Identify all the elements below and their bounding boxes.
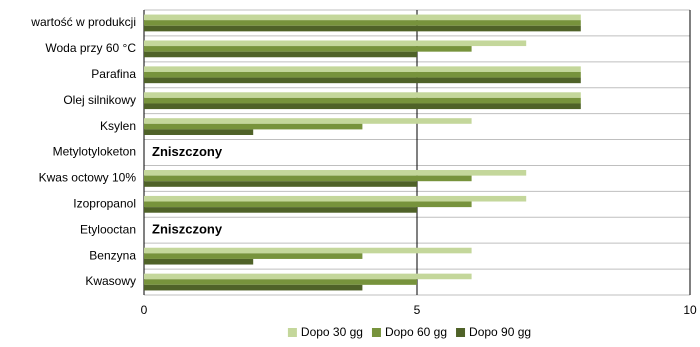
bar	[144, 123, 363, 130]
bar	[144, 14, 581, 21]
bar	[144, 25, 581, 32]
bar	[144, 40, 527, 47]
y-tick-label: Kwas octowy 10%	[39, 171, 137, 185]
bar	[144, 170, 527, 176]
bar	[144, 279, 417, 285]
legend-swatch	[371, 328, 381, 337]
bar	[144, 258, 254, 265]
bar	[144, 103, 581, 110]
y-tick-label: Benzyna	[89, 248, 136, 262]
legend-label: Dopo 90 gg	[469, 325, 531, 339]
bar	[144, 71, 581, 78]
bar	[144, 66, 581, 72]
bar	[144, 201, 472, 208]
legend-swatch	[287, 328, 297, 337]
x-tick-label: 0	[141, 303, 148, 317]
bar	[144, 253, 363, 259]
y-tick-label: wartość w produkcji	[30, 15, 136, 29]
bar	[144, 46, 472, 52]
y-tick-label: Metylotyloketon	[53, 145, 136, 159]
y-tick-label: Parafina	[91, 67, 136, 81]
x-tick-label: 5	[414, 303, 421, 317]
annotation: Zniszczony	[152, 144, 223, 159]
annotation: Zniszczony	[152, 222, 223, 237]
bar	[144, 129, 254, 135]
bar	[144, 77, 581, 84]
y-tick-label: Kwasowy	[85, 274, 136, 288]
y-tick-label: Olej silnikowy	[63, 93, 136, 107]
bar	[144, 284, 363, 291]
legend-swatch	[456, 328, 466, 337]
y-tick-label: Woda przy 60 °C	[45, 41, 136, 55]
bar	[144, 207, 417, 213]
bar	[144, 273, 472, 280]
y-tick-label: Etylooctan	[80, 222, 136, 236]
bar	[144, 118, 472, 124]
bar	[144, 195, 527, 202]
legend-label: Dopo 30 gg	[301, 325, 363, 339]
bar	[144, 51, 417, 58]
bar	[144, 20, 581, 26]
bar	[144, 97, 581, 104]
legend-label: Dopo 60 gg	[385, 325, 447, 339]
y-tick-label: Izopropanol	[73, 196, 136, 210]
bar	[144, 247, 472, 254]
x-tick-label: 10	[683, 303, 697, 317]
y-tick-label: Ksylen	[100, 119, 136, 133]
bar	[144, 92, 581, 98]
bar	[144, 181, 417, 187]
bar	[144, 175, 472, 182]
